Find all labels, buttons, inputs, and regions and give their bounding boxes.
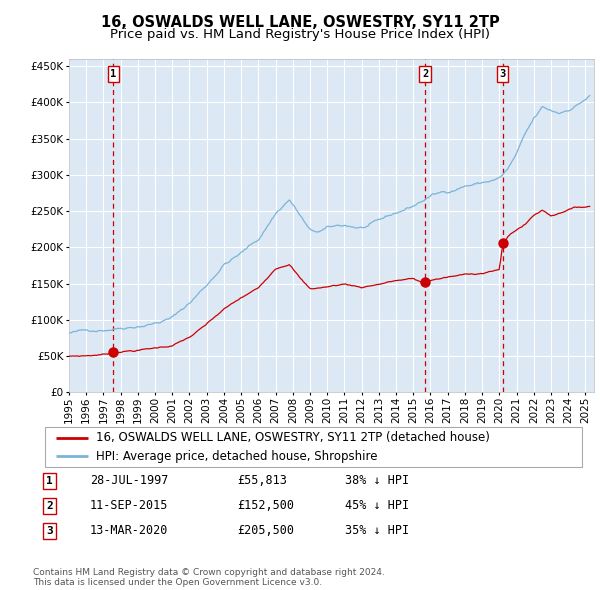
Text: 1: 1 <box>110 69 116 79</box>
Text: £205,500: £205,500 <box>237 525 294 537</box>
Text: 11-SEP-2015: 11-SEP-2015 <box>90 499 169 512</box>
Text: 2: 2 <box>422 69 428 79</box>
FancyBboxPatch shape <box>45 427 582 467</box>
Text: Price paid vs. HM Land Registry's House Price Index (HPI): Price paid vs. HM Land Registry's House … <box>110 28 490 41</box>
Text: 45% ↓ HPI: 45% ↓ HPI <box>345 499 409 512</box>
Text: 35% ↓ HPI: 35% ↓ HPI <box>345 525 409 537</box>
Text: 2: 2 <box>46 501 53 510</box>
Text: 16, OSWALDS WELL LANE, OSWESTRY, SY11 2TP: 16, OSWALDS WELL LANE, OSWESTRY, SY11 2T… <box>101 15 499 30</box>
Text: 13-MAR-2020: 13-MAR-2020 <box>90 525 169 537</box>
Text: 38% ↓ HPI: 38% ↓ HPI <box>345 474 409 487</box>
Text: 3: 3 <box>46 526 53 536</box>
Text: 3: 3 <box>499 69 506 79</box>
Text: Contains HM Land Registry data © Crown copyright and database right 2024.
This d: Contains HM Land Registry data © Crown c… <box>33 568 385 587</box>
Text: 1: 1 <box>46 476 53 486</box>
Text: HPI: Average price, detached house, Shropshire: HPI: Average price, detached house, Shro… <box>96 450 377 463</box>
Text: 28-JUL-1997: 28-JUL-1997 <box>90 474 169 487</box>
Text: 16, OSWALDS WELL LANE, OSWESTRY, SY11 2TP (detached house): 16, OSWALDS WELL LANE, OSWESTRY, SY11 2T… <box>96 431 490 444</box>
Text: £55,813: £55,813 <box>237 474 287 487</box>
Text: £152,500: £152,500 <box>237 499 294 512</box>
